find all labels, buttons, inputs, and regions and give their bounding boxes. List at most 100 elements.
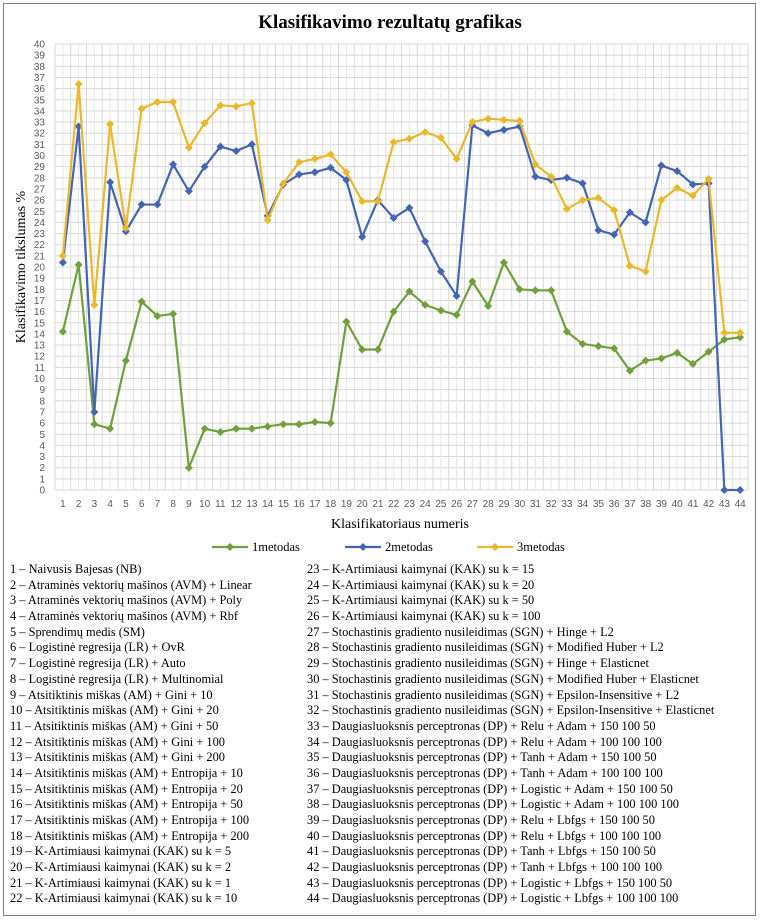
y-tick-label: 17: [34, 296, 46, 307]
data-point: [673, 167, 682, 176]
data-point: [594, 193, 603, 202]
x-tick-label: 4: [107, 499, 113, 510]
data-point: [373, 197, 382, 206]
data-point: [342, 317, 351, 326]
x-tick-label: 30: [514, 499, 526, 510]
x-tick-label: 43: [719, 499, 731, 510]
classifier-item: 34 – Daugiasluoksnis perceptronas (DP) +…: [307, 734, 662, 749]
y-tick-label: 5: [39, 430, 45, 441]
y-tick-label: 13: [34, 341, 46, 352]
data-point: [405, 203, 414, 212]
x-tick-label: 39: [656, 499, 668, 510]
x-tick-label: 11: [215, 499, 226, 510]
data-point: [200, 119, 209, 128]
x-tick-label: 9: [186, 499, 192, 510]
x-tick-label: 1: [60, 499, 66, 510]
data-point: [625, 366, 634, 375]
data-point: [342, 168, 351, 177]
y-tick-label: 14: [34, 329, 46, 340]
data-point: [184, 463, 193, 472]
classifier-item: 27 – Stochastinis gradiento nusileidimas…: [307, 624, 614, 639]
figure-frame: [3, 3, 756, 916]
y-tick-label: 6: [39, 419, 45, 430]
x-tick-label: 3: [92, 499, 98, 510]
data-point: [263, 216, 272, 225]
data-point: [704, 347, 713, 356]
data-point: [736, 486, 745, 494]
legend-marker: [359, 543, 367, 551]
legend-marker: [491, 543, 499, 551]
classifier-item: 18 – Atsitiktinis miškas (AM) + Entropij…: [10, 828, 250, 843]
data-point: [90, 300, 99, 309]
x-tick-label: 22: [388, 499, 400, 510]
y-tick-label: 38: [34, 62, 46, 73]
y-tick-label: 23: [34, 229, 46, 240]
legend-item: 3metodas: [477, 540, 565, 554]
data-point: [688, 180, 697, 189]
classifier-item: 1 – Naivusis Bajesas (NB): [10, 562, 142, 576]
y-axis-label: Klasifikavimo tikslumas %: [14, 190, 29, 343]
data-point: [594, 226, 603, 235]
y-tick-label: 15: [34, 318, 46, 329]
classifier-item: 20 – K-Artimiausi kaimynai (KAK) su k = …: [10, 860, 232, 875]
data-point: [58, 251, 67, 260]
series-2metodas: [58, 121, 745, 494]
data-point: [421, 237, 430, 246]
x-tick-label: 18: [325, 499, 337, 510]
y-tick-label: 32: [34, 129, 46, 140]
data-point: [657, 354, 666, 363]
y-tick-label: 39: [34, 51, 46, 62]
x-tick-label: 42: [703, 499, 715, 510]
data-point: [468, 277, 477, 286]
data-point: [452, 291, 461, 300]
data-point: [106, 120, 115, 129]
legend-marker: [226, 543, 234, 551]
classifier-item: 15 – Atsitiktinis miškas (AM) + Entropij…: [10, 781, 243, 796]
y-tick-label: 12: [34, 352, 46, 363]
y-tick-label: 1: [39, 474, 45, 485]
classifier-item: 38 – Daugiasluoksnis perceptronas (DP) +…: [307, 797, 679, 812]
data-point: [704, 174, 713, 183]
data-point: [216, 142, 225, 151]
classifier-item: 11 – Atsitiktinis miškas (AM) + Gini + 5…: [10, 718, 219, 733]
data-point: [373, 345, 382, 354]
classifier-item: 9 – Atsitiktinis miškas (AM) + Gini + 10: [10, 687, 213, 702]
x-tick-label: 10: [199, 499, 211, 510]
y-tick-label: 20: [34, 263, 46, 274]
data-point: [594, 342, 603, 351]
data-point: [720, 335, 729, 344]
data-point: [484, 302, 493, 311]
data-point: [295, 158, 304, 167]
legend-item: 2metodas: [345, 540, 433, 554]
classifier-item: 17 – Atsitiktinis miškas (AM) + Entropij…: [10, 813, 250, 827]
classifier-item: 42 – Daugiasluoksnis perceptronas (DP) +…: [307, 860, 663, 875]
data-point: [641, 356, 650, 365]
data-point: [641, 218, 650, 227]
classifier-item: 19 – K-Artimiausi kaimynai (KAK) su k = …: [10, 844, 232, 859]
y-tick-label: 26: [34, 196, 46, 207]
data-point: [295, 170, 304, 179]
data-point: [247, 99, 256, 108]
data-point: [310, 154, 319, 163]
data-point: [247, 424, 256, 433]
classifier-item: 24 – K-Artimiausi kaimynai (KAK) su k = …: [307, 577, 535, 592]
classifier-item: 43 – Daugiasluoksnis perceptronas (DP) +…: [307, 875, 673, 890]
classifier-item: 39 – Daugiasluoksnis perceptronas (DP) +…: [307, 813, 655, 827]
data-point: [625, 208, 634, 217]
data-point: [531, 286, 540, 295]
y-tick-label: 27: [34, 184, 46, 195]
y-tick-label: 0: [39, 486, 45, 497]
data-point: [358, 345, 367, 354]
data-point: [184, 143, 193, 152]
data-point: [515, 285, 524, 294]
x-tick-label: 8: [170, 499, 176, 510]
classifier-item: 36 – Daugiasluoksnis perceptronas (DP) +…: [307, 765, 663, 780]
series-1metodas: [58, 258, 745, 472]
data-point: [499, 258, 508, 267]
data-point: [688, 191, 697, 200]
classifier-item: 40 – Daugiasluoksnis perceptronas (DP) +…: [307, 828, 662, 843]
data-point: [436, 133, 445, 142]
data-point: [326, 163, 335, 172]
data-point: [216, 101, 225, 110]
y-tick-label: 24: [34, 218, 46, 229]
